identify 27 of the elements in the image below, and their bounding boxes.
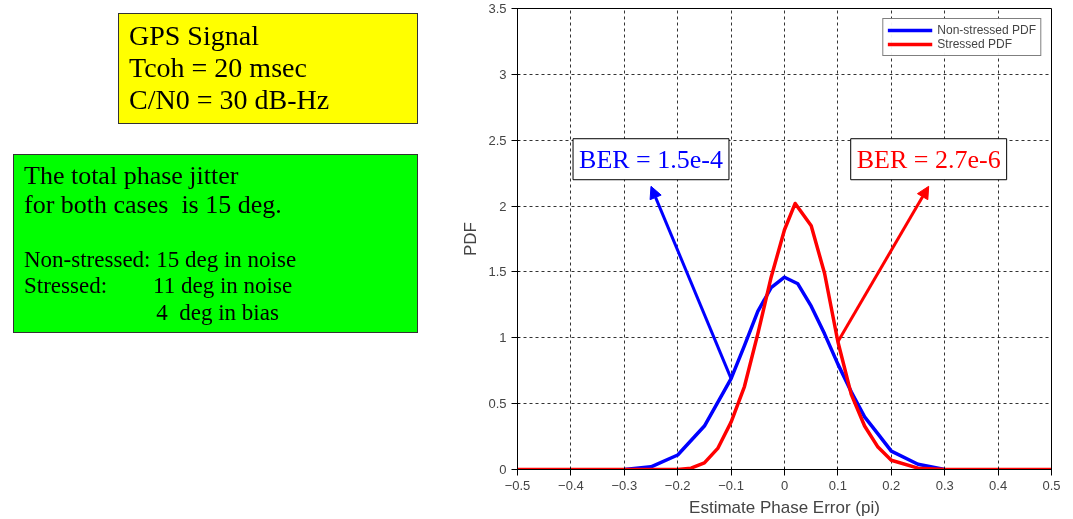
- x-tick-label: 0.4: [989, 477, 1008, 493]
- text: GPS Signal Tcoh = 20 msec C/N0 = 30 dB-Hz: [129, 20, 331, 117]
- y-tick-label: 0.5: [488, 396, 507, 412]
- x-tick-label: −0.3: [611, 477, 638, 493]
- y-tick-label: 3.5: [488, 1, 507, 16]
- legend-label: Stressed PDF: [937, 37, 1012, 51]
- x-tick-label: −0.2: [664, 477, 691, 493]
- y-tick-label: 0: [499, 462, 507, 477]
- x-axis-title: Estimate Phase Error (pi): [689, 497, 880, 517]
- x-tick-label: 0: [780, 477, 789, 493]
- x-tick-label: 0.5: [1042, 477, 1061, 493]
- annotation: BER = 1.5e-4: [579, 144, 723, 174]
- x-tick-label: −0.4: [558, 477, 584, 493]
- x-tick-label: 0.2: [882, 477, 901, 493]
- x-tick-label: −0.1: [718, 477, 744, 493]
- y-tick-label: 1: [499, 330, 507, 346]
- x-tick-label: −0.5: [504, 477, 531, 493]
- legend-label: Non-stressed PDF: [937, 23, 1036, 37]
- y-tick-label: 2.5: [488, 132, 507, 148]
- y-axis-title: PDF: [461, 222, 481, 256]
- x-tick-label: 0.1: [828, 477, 847, 493]
- y-tick-label: 1.5: [488, 264, 507, 280]
- y-tick-label: 3: [499, 66, 507, 82]
- annotation: BER = 2.7e-6: [856, 144, 1001, 174]
- text: The total phase jitter for both cases is 15 deg. Non-stressed: 15 deg in noise Stressed: 11 deg in noise 4 deg in bias: [24, 160, 298, 327]
- x-tick-label: 0.3: [935, 477, 954, 493]
- y-tick-label: 2: [499, 198, 507, 214]
